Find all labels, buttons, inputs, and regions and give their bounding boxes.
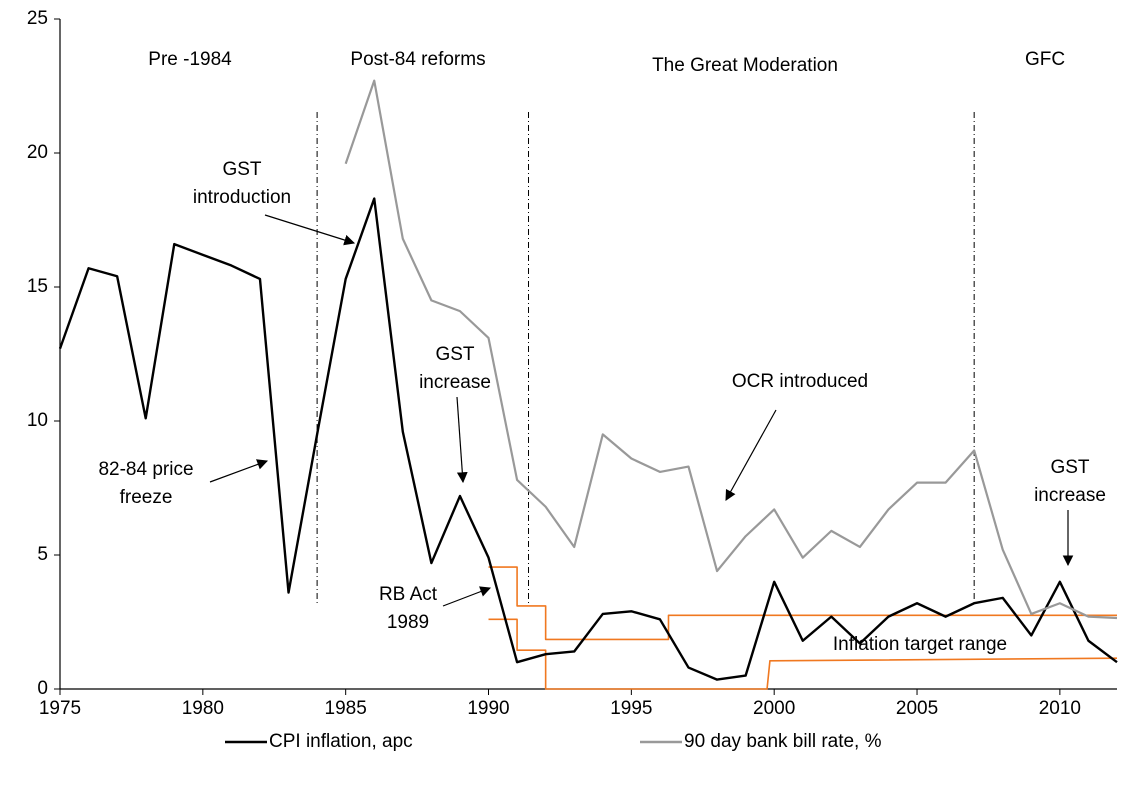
annotation: 82-84 price	[98, 459, 193, 480]
series-line	[344, 79, 1118, 620]
x-tick-label: 2010	[1039, 698, 1081, 719]
y-tick-label: 20	[27, 142, 48, 163]
legend-label: 90 day bank bill rate, %	[684, 731, 882, 752]
x-tick-label: 2005	[896, 698, 938, 719]
y-tick-label: 5	[37, 544, 48, 565]
y-tick-label: 10	[27, 410, 48, 431]
arrows	[209, 214, 1074, 607]
arrow	[442, 586, 492, 607]
annotation: freeze	[120, 487, 173, 508]
annotation: introduction	[193, 187, 291, 208]
annotation: increase	[419, 372, 491, 393]
arrow	[725, 409, 777, 501]
x-tick-label: 1990	[467, 698, 509, 719]
annotation: OCR introduced	[732, 371, 868, 392]
annotation: Inflation target range	[833, 634, 1007, 655]
annotation: RB Act	[379, 584, 438, 605]
target-range-line	[488, 566, 1117, 641]
x-tick-label: 1985	[325, 698, 367, 719]
arrow	[456, 396, 468, 484]
y-tick-label: 25	[27, 8, 48, 29]
x-tick-label: 1975	[39, 698, 81, 719]
annotation: increase	[1034, 485, 1106, 506]
target-range-line	[488, 618, 1118, 690]
x-tick-label: 1980	[182, 698, 224, 719]
annotation: GST	[435, 344, 474, 365]
annotation: Post-84 reforms	[350, 49, 485, 70]
annotation: Pre -1984	[148, 49, 232, 70]
annotation: 1989	[387, 612, 429, 633]
annotation: GST	[1050, 457, 1089, 478]
annotation: The Great Moderation	[652, 55, 838, 76]
annotation: GFC	[1025, 49, 1065, 70]
y-tick-label: 15	[27, 276, 48, 297]
annotation: GST	[222, 159, 261, 180]
x-tick-label: 2000	[753, 698, 795, 719]
legend-label: CPI inflation, apc	[269, 731, 413, 752]
x-tick-label: 1995	[610, 698, 652, 719]
series-line	[58, 197, 1118, 681]
y-tick-label: 0	[37, 678, 48, 699]
arrow	[209, 459, 269, 483]
arrow	[264, 214, 356, 246]
